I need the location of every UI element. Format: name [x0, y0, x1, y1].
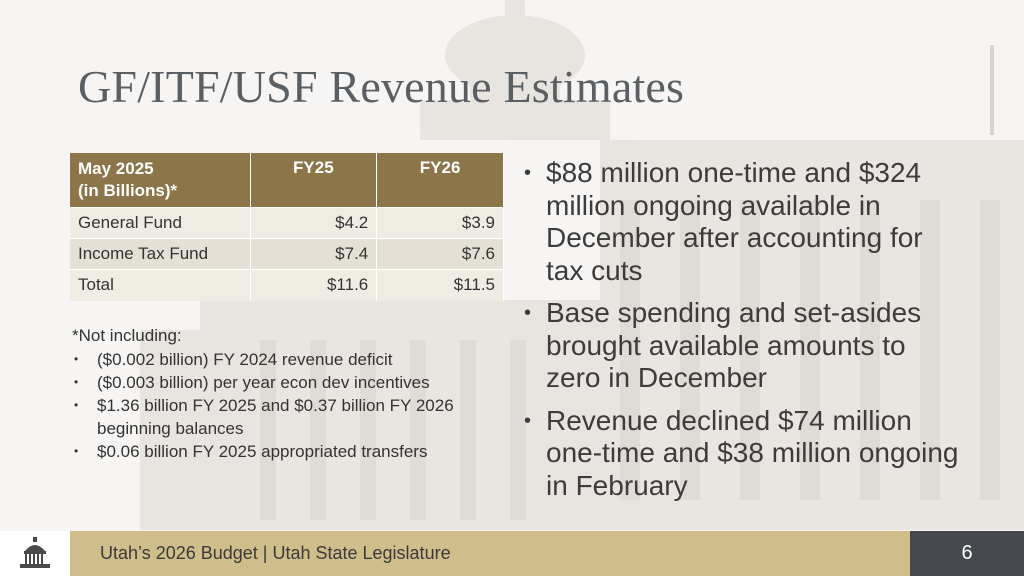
footer-bar — [70, 531, 910, 576]
bullet-icon: • — [74, 352, 79, 366]
footnote: *Not including: • ($0.002 billion) FY 202… — [72, 324, 492, 463]
fy25-value: $4.2 — [250, 207, 378, 239]
fy26-value: $3.9 — [376, 207, 504, 239]
footnote-item: • $0.06 billion FY 2025 appropriated tran… — [72, 440, 492, 463]
key-point-text: $88 million one-time and $324 million on… — [546, 157, 923, 286]
bullet-icon: • — [524, 409, 532, 432]
footnote-item: • ($0.003 billion) per year econ dev ince… — [72, 371, 492, 394]
footnote-text: ($0.003 billion) per year econ dev incen… — [97, 373, 430, 392]
bullet-icon: • — [524, 162, 532, 184]
footnote-text: $0.06 billion FY 2025 appropriated trans… — [97, 442, 428, 461]
bullet-icon: • — [524, 302, 532, 324]
key-points-list: • $88 million one-time and $324 million o… — [520, 157, 960, 512]
key-point: • $88 million one-time and $324 million o… — [520, 157, 960, 287]
footer-text: Utah’s 2026 Budget | Utah State Legislat… — [100, 543, 451, 563]
key-point: • Revenue declined $74 million one-time a… — [520, 405, 960, 503]
table-header-units: (in Billions)* — [78, 181, 178, 200]
table-row: Income Tax Fund $7.4 $7.6 — [70, 238, 504, 270]
fy26-value: $7.6 — [376, 238, 504, 270]
table-header-fy25: FY25 — [250, 153, 378, 208]
row-label: General Fund — [70, 207, 251, 239]
table-header-date: May 2025 — [78, 159, 154, 178]
table-row: General Fund $4.2 $3.9 — [70, 207, 504, 239]
revenue-table: May 2025 (in Billions)* FY25 FY26 Genera… — [70, 153, 504, 301]
logo-container — [0, 531, 70, 576]
row-label: Income Tax Fund — [70, 238, 251, 270]
bullet-icon: • — [74, 444, 79, 458]
footnote-text: $1.36 billion FY 2025 and $0.37 billion … — [97, 396, 454, 438]
bullet-icon: • — [74, 398, 79, 412]
key-point: • Base spending and set-asides brought av… — [520, 297, 960, 395]
table-header-fy26: FY26 — [376, 153, 504, 208]
row-label: Total — [70, 269, 251, 301]
footnote-intro: *Not including: — [72, 326, 182, 345]
bullet-icon: • — [74, 375, 79, 389]
slide-footer: Utah’s 2026 Budget | Utah State Legislat… — [0, 531, 1024, 576]
table-row: Total $11.6 $11.5 — [70, 269, 504, 301]
page-title: GF/ITF/USF Revenue Estimates — [78, 61, 685, 112]
footnote-item: • $1.36 billion FY 2025 and $0.37 billion… — [72, 394, 492, 440]
capitol-dome-logo-icon — [20, 537, 50, 568]
page-number: 6 — [910, 531, 1024, 576]
fy25-value: $11.6 — [250, 269, 378, 301]
key-point-text: Base spending and set-asides brought ava… — [546, 297, 922, 393]
fy26-value: $11.5 — [376, 269, 504, 301]
fy25-value: $7.4 — [250, 238, 378, 270]
footnote-item: • ($0.002 billion) FY 2024 revenue defici… — [72, 348, 492, 371]
key-point-text: Revenue declined $74 million one-time an… — [546, 404, 959, 501]
table-header-period: May 2025 (in Billions)* — [70, 153, 251, 208]
table-header-row: May 2025 (in Billions)* FY25 FY26 — [70, 153, 504, 208]
footnote-list: • ($0.002 billion) FY 2024 revenue defici… — [72, 348, 492, 463]
footnote-text: ($0.002 billion) FY 2024 revenue deficit — [97, 350, 393, 369]
